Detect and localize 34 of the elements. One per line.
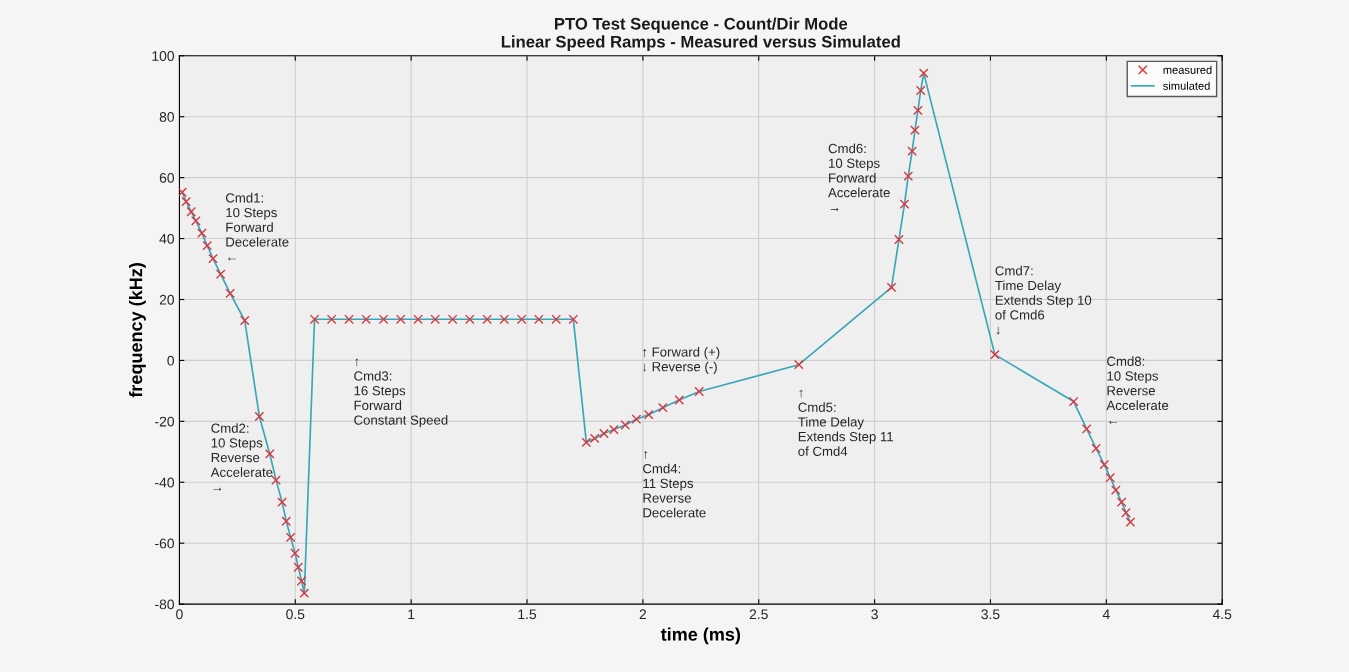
y-tick-label: -80: [155, 599, 175, 610]
x-tick-label: 1: [408, 609, 415, 620]
x-tick-label: 0: [176, 609, 183, 620]
y-tick-label: -60: [155, 538, 175, 549]
annotation: Cmd2: 10 Steps Reverse Accelerate →: [210, 423, 273, 491]
x-tick-label: 3.5: [981, 609, 1000, 620]
x-tick-label: 0.5: [286, 609, 305, 620]
y-axis-title: frequency (kHz): [129, 263, 146, 398]
x-tick-label: 2.5: [749, 609, 768, 620]
x-tick-label: 3: [871, 609, 878, 620]
y-tick-label: 80: [159, 112, 175, 122]
chart-title: PTO Test Sequence - Count/Dir Mode Linear Speed Ramps - Measured versus Simulated: [501, 17, 900, 51]
annotation: Cmd1: 10 Steps Forward Decelerate ←: [225, 192, 289, 261]
legend-label: measured: [1163, 65, 1212, 74]
x-tick-label: 4.5: [1212, 609, 1232, 620]
annotation: Cmd7: Time Delay Extends Step 10 of Cmd6 ↓: [995, 265, 1092, 335]
annotation: ↑ Cmd5: Time Delay Extends Step 11 of Cmd4: [798, 389, 893, 456]
x-tick-label: 2: [639, 609, 647, 620]
y-tick-label: -40: [155, 477, 175, 488]
annotation: ↑ Cmd3: 16 Steps Forward Constant Speed: [354, 358, 448, 428]
legend-label: simulated: [1163, 81, 1210, 90]
x-tick-label: 1.5: [518, 609, 537, 620]
annotation: Cmd6: 10 Steps Forward Accelerate →: [828, 143, 890, 212]
y-tick-label: 40: [159, 233, 175, 244]
x-axis-title: time (ms): [660, 627, 741, 645]
annotation: ↑ Forward (+) ↓ Reverse (-): [643, 346, 720, 374]
y-tick-label: 100: [152, 51, 175, 61]
y-tick-label: 60: [159, 172, 175, 183]
y-tick-label: 20: [159, 294, 175, 305]
x-tick-label: 4: [1102, 609, 1110, 620]
annotation: Cmd8: 10 Steps Reverse Accelerate ←: [1106, 356, 1169, 424]
y-tick-label: 0: [167, 355, 175, 366]
y-tick-label: -20: [155, 416, 175, 427]
annotation: ↑ Cmd4: 11 Steps Reverse Decelerate: [643, 451, 706, 518]
